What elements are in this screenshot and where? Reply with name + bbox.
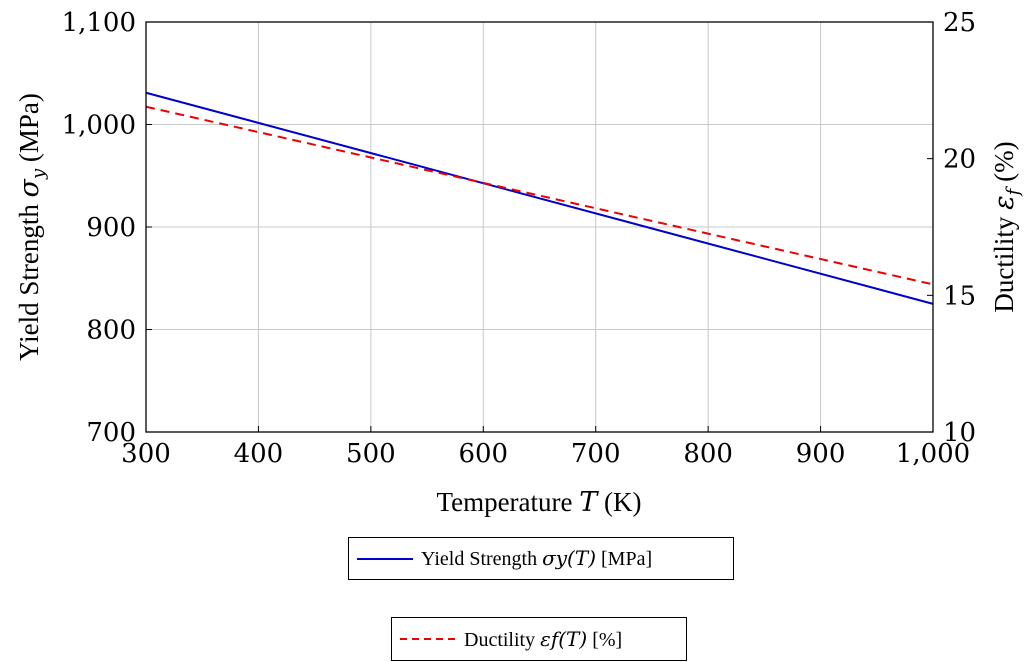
legend-label-ductility: Ductility εf(T) [%]	[464, 626, 623, 651]
x-tick-label: 1,000	[896, 439, 970, 469]
y-right-tick-label: 25	[943, 8, 976, 38]
legend-label-yield-strength: Yield Strength σy(T) [MPa]	[421, 546, 653, 570]
y-right-tick-label: 20	[943, 145, 976, 175]
legend-swatch-dashed-red	[400, 638, 456, 640]
y-right-axis-ticks: 10 15 20 25	[927, 8, 976, 448]
y-right-tick-label: 10	[943, 418, 976, 448]
x-tick-label: 800	[683, 439, 733, 469]
series-line-ductility	[145, 105, 934, 286]
y-left-axis-ticks: 700 800 900 1,000 1,100	[62, 8, 152, 448]
y-right-tick-label: 15	[943, 281, 976, 311]
y-left-tick-label: 1,100	[62, 8, 136, 38]
x-tick-label: 300	[121, 439, 171, 469]
y-left-tick-label: 1,000	[62, 111, 136, 141]
x-tick-label: 500	[346, 439, 396, 469]
legend-swatch-solid-blue	[357, 557, 413, 560]
legend-ductility: Ductility εf(T) [%]	[391, 617, 687, 661]
y-left-tick-label: 900	[86, 213, 136, 243]
y-left-tick-label: 700	[86, 418, 136, 448]
legend-yield-strength: Yield Strength σy(T) [MPa]	[348, 537, 734, 580]
y-left-tick-label: 800	[86, 316, 136, 346]
x-tick-label: 700	[571, 439, 621, 469]
x-axis-title: Temperature T (K)	[436, 487, 641, 518]
x-tick-label: 400	[234, 439, 284, 469]
series-lines	[145, 91, 934, 305]
x-tick-label: 600	[458, 439, 508, 469]
series-line-yield-strength	[145, 91, 934, 305]
x-axis-ticks: 300 400 500 600 700 800 900 1,000	[121, 426, 970, 469]
line-chart: 300 400 500 600 700 800 900 1,000 700 800 900 1,00…	[14, 8, 1024, 518]
x-tick-label: 900	[796, 439, 846, 469]
y-left-axis-title: Yield Strength σy (MPa)	[14, 93, 49, 361]
y-right-axis-title: Ductility εf (%)	[989, 141, 1024, 312]
grid-lines	[145, 21, 934, 433]
